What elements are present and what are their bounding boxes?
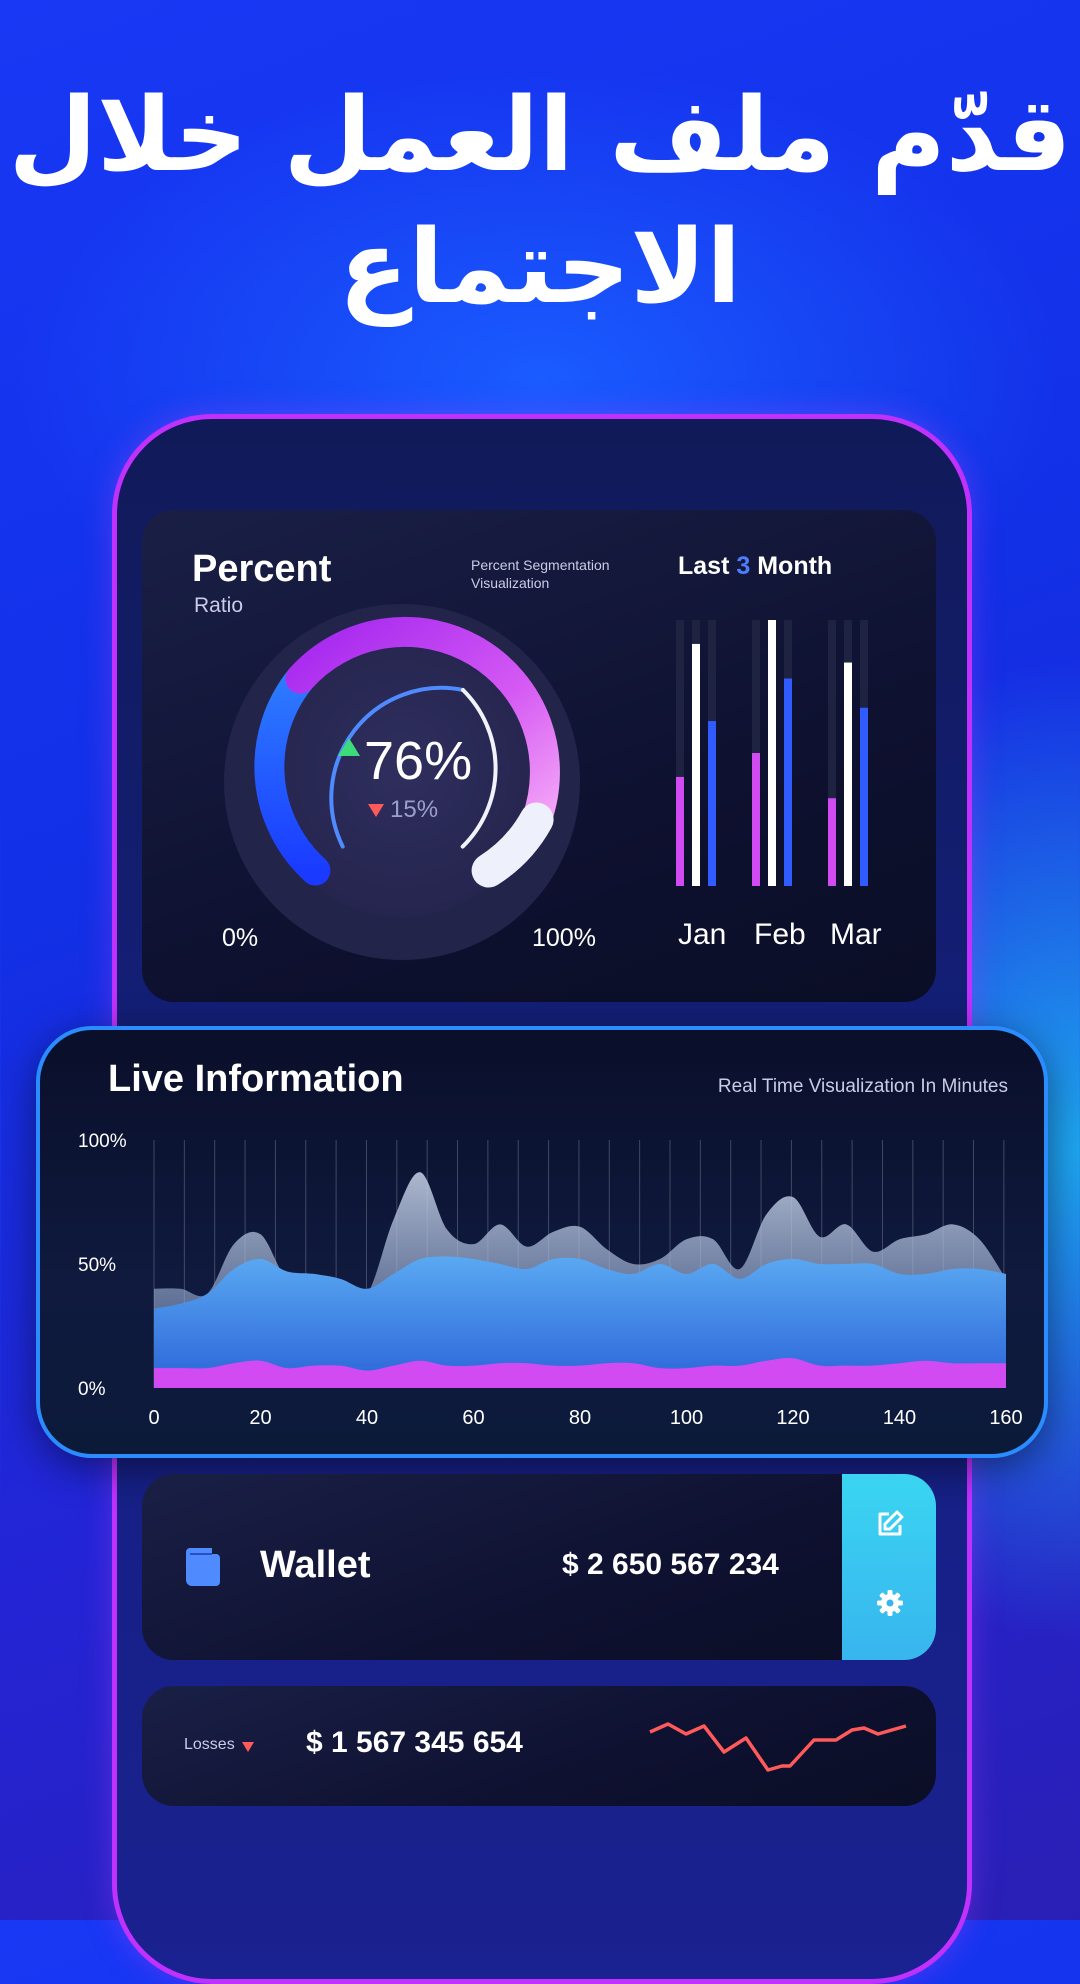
x-tick-label: 100 bbox=[670, 1407, 703, 1429]
losses-card[interactable]: Losses $ 1 567 345 654 bbox=[142, 1686, 936, 1806]
percent-description-line2: Visualization bbox=[471, 575, 550, 591]
gauge-min-label: 0% bbox=[222, 924, 259, 952]
live-title: Live Information bbox=[108, 1058, 404, 1100]
gauge-inner-track-blue bbox=[329, 685, 465, 849]
area-series-front bbox=[154, 1256, 1006, 1388]
bar-track bbox=[676, 620, 684, 886]
gauge-max-label: 100% bbox=[532, 924, 596, 952]
up-arrow-icon bbox=[338, 738, 360, 756]
area-series-magenta bbox=[154, 1358, 1006, 1388]
y-tick-label: 100% bbox=[78, 1131, 127, 1152]
bar-jan bbox=[692, 643, 700, 886]
live-subtitle: Real Time Visualization In Minutes bbox=[717, 1076, 1008, 1097]
losses-down-icon bbox=[242, 1742, 254, 1752]
x-tick-label: 120 bbox=[776, 1407, 809, 1429]
live-information-card: Live Information Real Time Visualization… bbox=[36, 1026, 1048, 1458]
bar-feb bbox=[752, 753, 760, 886]
live-area-chart: 0 20 40 60 80 100 120 140 160 0% 50% 100% bbox=[78, 1131, 1023, 1429]
y-tick-label: 50% bbox=[78, 1255, 116, 1276]
x-tick-label: 140 bbox=[883, 1407, 916, 1429]
bar-mar bbox=[860, 707, 868, 886]
month-labels: Jan Feb Mar bbox=[678, 918, 918, 958]
losses-amount: $ 1 567 345 654 bbox=[306, 1726, 523, 1759]
losses-label: Losses bbox=[184, 1736, 235, 1753]
gauge-chart bbox=[224, 604, 580, 960]
x-tick-label: 160 bbox=[989, 1407, 1022, 1429]
gear-icon[interactable] bbox=[877, 1590, 903, 1616]
headline: قدّم ملف العمل خلال الاجتماع bbox=[8, 76, 1072, 327]
month-title-suffix: Month bbox=[757, 552, 833, 580]
month-title-prefix: Last bbox=[678, 552, 730, 580]
month-bar-chart bbox=[676, 620, 868, 886]
percent-value: 76% bbox=[364, 731, 473, 791]
wallet-amount: $ 2 650 567 234 bbox=[562, 1548, 779, 1581]
bar-jan bbox=[708, 721, 716, 886]
gauge-arc-white bbox=[471, 802, 554, 888]
x-tick-label: 20 bbox=[249, 1407, 271, 1429]
y-tick-label: 0% bbox=[78, 1379, 106, 1400]
x-tick-label: 60 bbox=[462, 1407, 484, 1429]
gauge-inner-track-white bbox=[460, 688, 498, 849]
gauge-arc-blue bbox=[254, 663, 331, 886]
wallet-icon bbox=[186, 1548, 220, 1586]
month-card-title: Last 3 Month bbox=[678, 552, 832, 581]
gauge-inner bbox=[267, 647, 537, 917]
month-label-feb: Feb bbox=[754, 918, 806, 951]
percent-title: Percent bbox=[192, 548, 332, 590]
month-bars bbox=[676, 620, 868, 886]
month-label-jan: Jan bbox=[678, 918, 727, 951]
wallet-label: Wallet bbox=[260, 1544, 371, 1586]
edit-icon[interactable] bbox=[876, 1510, 904, 1538]
x-tick-label: 0 bbox=[148, 1407, 159, 1429]
bar-mar bbox=[828, 798, 836, 886]
percent-subtitle: Ratio bbox=[194, 594, 244, 617]
wallet-card[interactable]: Wallet $ 2 650 567 234 bbox=[142, 1474, 936, 1660]
month-title-number: 3 bbox=[736, 552, 751, 580]
percent-card: Percent Ratio Percent Segmentation Visua… bbox=[142, 510, 936, 1002]
wallet-actions bbox=[842, 1474, 936, 1660]
x-tick-label: 40 bbox=[356, 1407, 378, 1429]
month-label-mar: Mar bbox=[830, 918, 882, 951]
x-tick-label: 80 bbox=[569, 1407, 591, 1429]
bar-feb bbox=[768, 620, 776, 886]
live-axis-labels: 0 20 40 60 80 100 120 140 160 0% 50% 100% bbox=[78, 1131, 1023, 1429]
percent-description: Percent Segmentation Visualization bbox=[471, 556, 610, 592]
bar-feb bbox=[784, 678, 792, 886]
gauge-arc-magenta bbox=[285, 616, 560, 835]
percent-description-line1: Percent Segmentation bbox=[471, 557, 610, 573]
bar-mar bbox=[844, 662, 852, 886]
down-arrow-icon bbox=[368, 804, 384, 817]
losses-sparkline bbox=[649, 1722, 907, 1772]
bar-jan bbox=[676, 776, 684, 886]
bar-track bbox=[828, 620, 836, 886]
percent-change: 15% bbox=[390, 796, 439, 823]
